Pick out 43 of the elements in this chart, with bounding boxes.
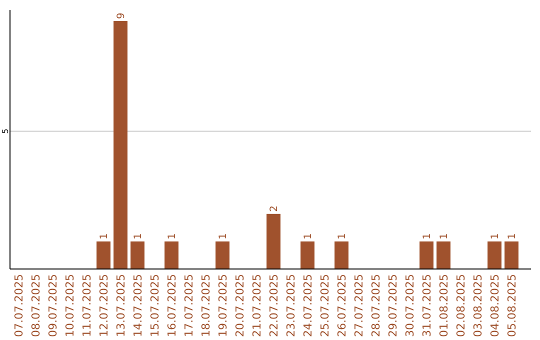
data-label: 1 [439, 233, 450, 240]
x-tick-label: 26.07.2025 [336, 274, 348, 337]
x-tick-label: 08.07.2025 [30, 274, 42, 337]
x-tick-label: 01.08.2025 [438, 274, 450, 337]
x-tick-label: 12.07.2025 [98, 274, 110, 337]
y-tick-label: 5 [1, 128, 10, 134]
x-tick-label: 04.08.2025 [488, 274, 502, 337]
x-tick-label: 09.07.2025 [46, 274, 60, 337]
x-tick-label: 23.07.2025 [284, 274, 298, 337]
x-tick-label: 17.07.2025 [182, 274, 196, 337]
x-tick-label: 30.07.2025 [404, 274, 416, 337]
x-tick-label: 28.07.2025 [370, 274, 382, 337]
x-tick-label: 19.07.2025 [216, 274, 230, 337]
x-tick-label: 21.07.2025 [250, 274, 264, 337]
x-tick-label: 02.08.2025 [454, 274, 468, 337]
data-label: 1 [422, 233, 433, 240]
data-label: 1 [337, 233, 348, 240]
x-tick-label: 15.07.2025 [148, 274, 162, 337]
data-label: 1 [490, 233, 501, 240]
x-tick-label: 07.07.2025 [12, 274, 26, 337]
data-label: 1 [303, 233, 314, 240]
x-tick-label: 14.07.2025 [132, 274, 144, 337]
x-tick-label: 20.07.2025 [234, 274, 246, 337]
x-tick-label: 31.07.2025 [420, 274, 434, 337]
x-tick-label: 16.07.2025 [166, 274, 178, 337]
data-label: 2 [269, 206, 280, 212]
data-label: 1 [133, 233, 144, 240]
data-label: 1 [167, 233, 178, 240]
x-tick-label: 24.07.2025 [302, 274, 314, 337]
x-tick-label: 03.08.2025 [472, 274, 484, 337]
data-label: 1 [507, 233, 518, 240]
data-label: 1 [218, 233, 229, 240]
data-label: 1 [99, 233, 110, 240]
x-tick-label: 29.07.2025 [386, 274, 400, 337]
x-tick-label: 27.07.2025 [352, 274, 366, 337]
x-tick-label: 13.07.2025 [114, 274, 128, 337]
x-tick-label: 05.08.2025 [506, 274, 518, 337]
x-tick-label: 11.07.2025 [80, 274, 94, 337]
data-label: 9 [116, 12, 127, 20]
x-tick-label: 18.07.2025 [200, 274, 212, 337]
x-tick-label: 25.07.2025 [318, 274, 332, 337]
x-tick-label: 10.07.2025 [64, 274, 76, 337]
x-tick-label: 22.07.2025 [268, 274, 280, 337]
